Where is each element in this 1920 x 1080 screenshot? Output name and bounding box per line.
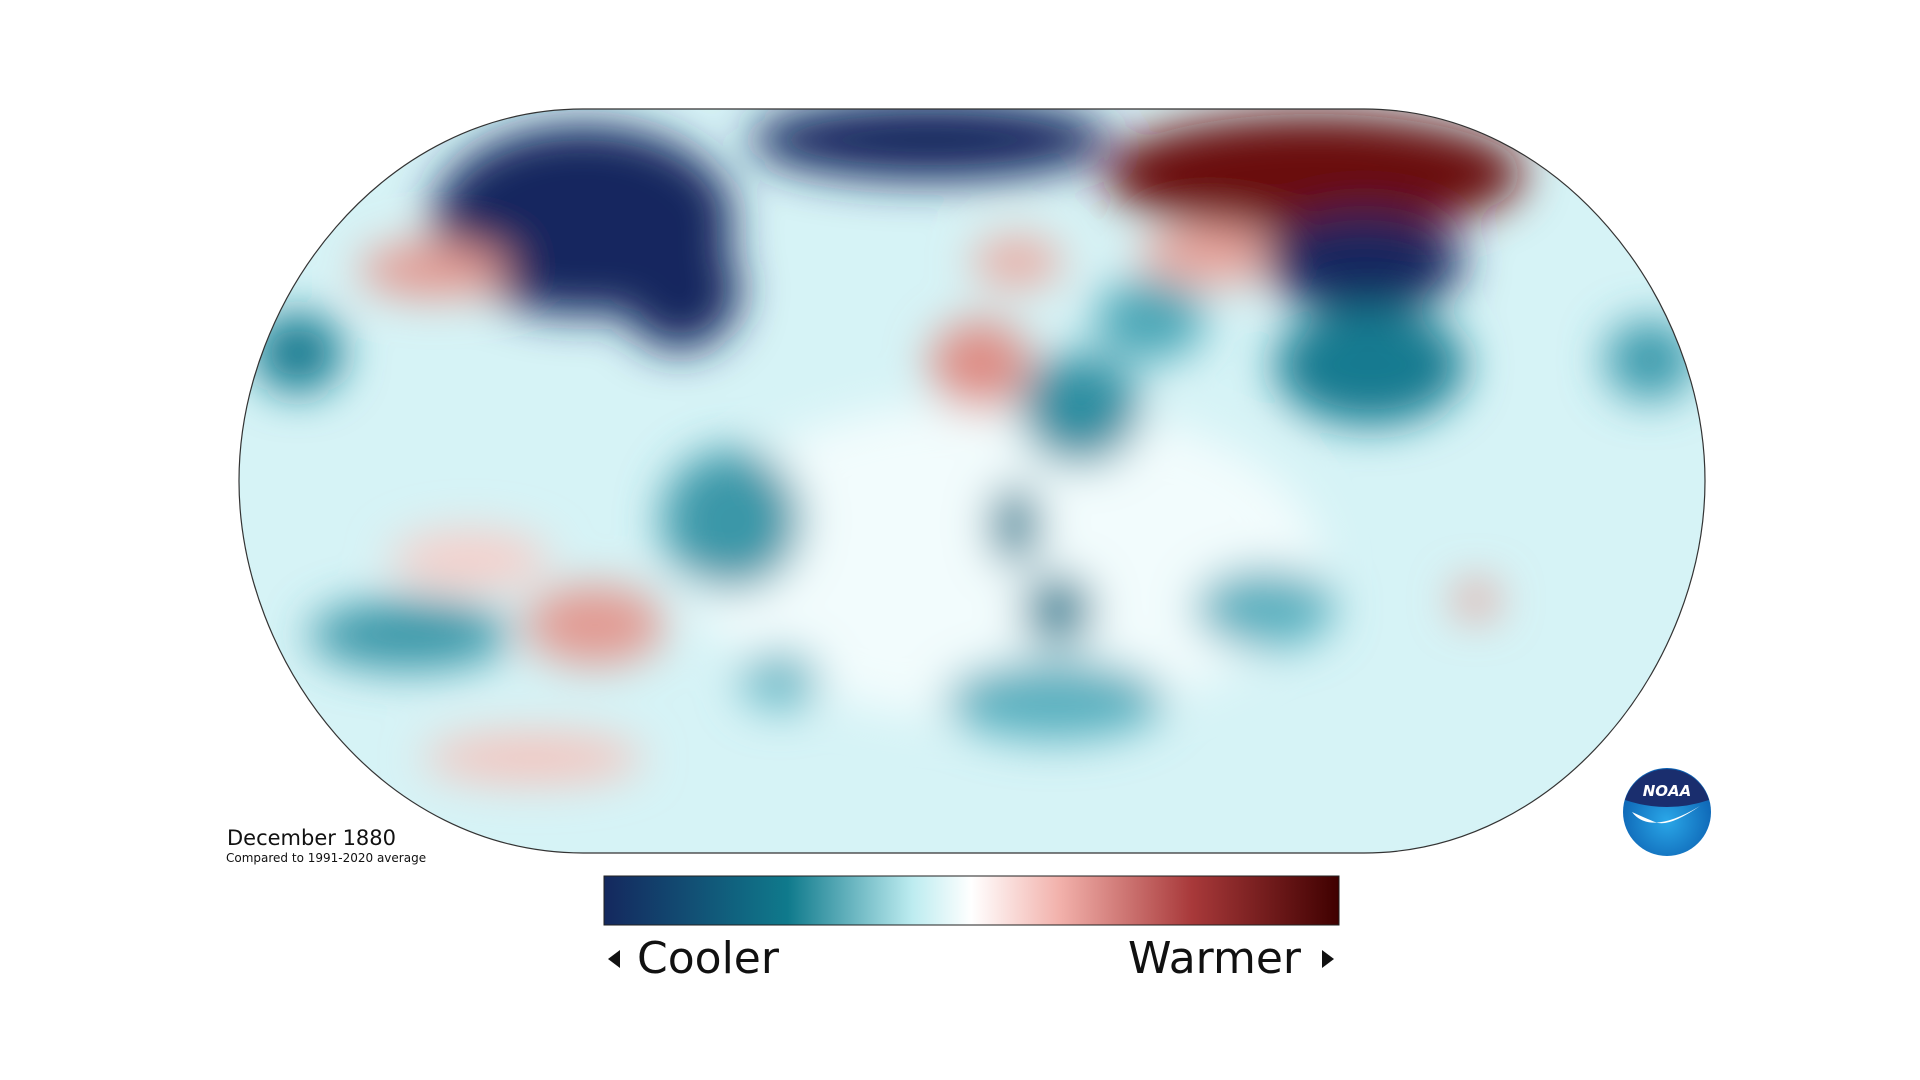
logo-text: NOAA: [1643, 782, 1692, 800]
color-scale: [603, 875, 1340, 926]
noaa-logo: NOAA: [1623, 768, 1711, 856]
map-title: December 1880: [227, 826, 396, 850]
anomaly-map: [239, 109, 1705, 853]
right-arrow: [1322, 950, 1334, 968]
legend-high-label: Warmer: [1128, 933, 1302, 984]
legend-low-label: Cooler: [637, 933, 780, 984]
left-arrow: [608, 950, 620, 968]
map-subtitle: Compared to 1991-2020 average: [226, 851, 426, 865]
map-outline: [238, 108, 1706, 854]
